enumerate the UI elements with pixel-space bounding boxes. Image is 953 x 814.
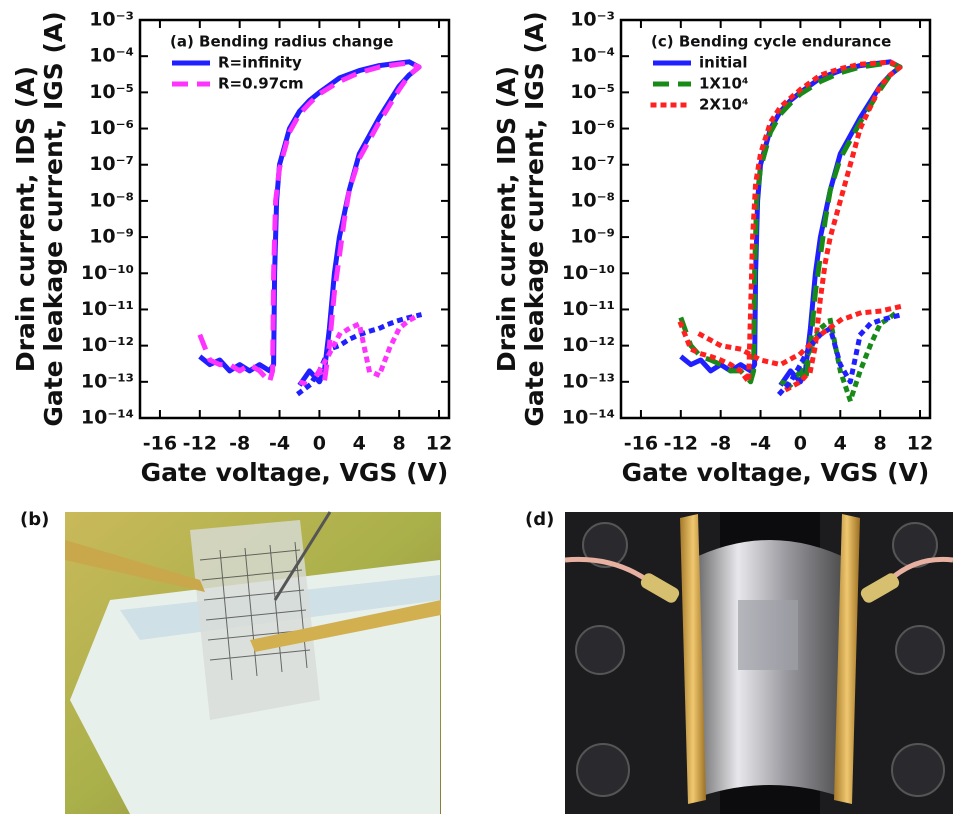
chart: 10⁻¹⁴ 10⁻¹³ 10⁻¹² 10⁻¹¹ 10⁻¹⁰ 10⁻⁹ 10⁻⁸ 10⁻⁷ 10⁻…: [11, 9, 452, 488]
legend-label: initial: [699, 54, 748, 72]
x-tick-label: -8: [229, 433, 250, 455]
y-axis-title: Gate leakage current, IGS (A): [39, 11, 68, 426]
x-tick-label: -4: [269, 433, 290, 455]
series-line: [319, 315, 419, 375]
y-axis-title: Gate leakage current, IGS (A): [520, 11, 549, 426]
y-tick-label: 10⁻⁹: [570, 226, 615, 248]
x-tick-label: 8: [874, 433, 887, 455]
y-tick-label: 10⁻⁶: [89, 117, 134, 139]
y-tick-label: 10⁻¹¹: [562, 298, 615, 320]
y-tick-label: 10⁻⁴: [570, 45, 615, 67]
device-area: [738, 600, 798, 670]
y-tick-label: 10⁻¹³: [81, 370, 134, 392]
y-axis-title: Drain current, IDS (A): [492, 66, 521, 372]
x-tick-label: 4: [353, 433, 366, 455]
y-tick-label: 10⁻⁶: [570, 117, 615, 139]
y-tick-label: 10⁻¹³: [562, 370, 615, 392]
panel-label: (b): [20, 509, 49, 530]
series-group: [200, 62, 419, 393]
y-tick-label: 10⁻¹⁴: [562, 407, 615, 429]
y-tick-label: 10⁻⁵: [89, 81, 134, 103]
y-tick-label: 10⁻⁴: [89, 45, 134, 67]
x-tick-label: 0: [794, 433, 807, 455]
y-tick-label: 10⁻⁹: [89, 226, 134, 248]
photo-b: [65, 512, 441, 814]
y-tick-label: 10⁻¹⁰: [81, 262, 134, 284]
y-tick-label: 10⁻⁸: [570, 189, 615, 211]
y-tick-label: 10⁻¹⁰: [562, 262, 615, 284]
x-tick-label: -12: [664, 433, 698, 455]
y-axis-title: Drain current, IDS (A): [11, 66, 40, 372]
x-tick-label: -16: [143, 433, 177, 455]
x-tick-label: 8: [393, 433, 406, 455]
series-line: [701, 307, 900, 365]
y-tick-label: 10⁻³: [570, 9, 615, 31]
y-tick-label: 10⁻⁷: [570, 153, 615, 175]
legend-title: (c) Bending cycle endurance: [651, 33, 891, 51]
y-tick-label: 10⁻³: [89, 9, 134, 31]
x-tick-label: -8: [710, 433, 731, 455]
y-tick-label: 10⁻¹⁴: [81, 407, 134, 429]
x-tick-label: 0: [313, 433, 326, 455]
y-tick-label: 10⁻⁷: [89, 153, 134, 175]
y-tick-label: 10⁻¹¹: [81, 298, 134, 320]
legend-label: 2X10⁴: [699, 96, 748, 114]
photo-d: [565, 512, 953, 814]
x-tick-label: -4: [750, 433, 771, 455]
x-tick-label: 12: [907, 433, 933, 455]
x-axis-title: Gate voltage, VGS (V): [622, 458, 930, 487]
x-axis-title: Gate voltage, VGS (V): [141, 458, 449, 487]
x-tick-label: -12: [183, 433, 217, 455]
x-tick-label: 4: [834, 433, 847, 455]
series-line: [200, 63, 419, 385]
x-tick-label: -16: [624, 433, 658, 455]
legend-title: (a) Bending radius change: [170, 33, 393, 51]
legend-label: R=0.97cm: [218, 75, 304, 93]
x-tick-label: 12: [426, 433, 452, 455]
figure: (b) (d) 10⁻¹⁴10⁻¹³10⁻¹²10⁻¹¹10⁻¹⁰10⁻⁹10⁻…: [0, 0, 953, 814]
panel-label: (d): [525, 509, 554, 530]
y-tick-label: 10⁻¹²: [81, 334, 134, 356]
y-tick-label: 10⁻¹²: [562, 334, 615, 356]
y-tick-label: 10⁻⁵: [570, 81, 615, 103]
y-tick-label: 10⁻⁸: [89, 189, 134, 211]
legend-label: R=infinity: [218, 54, 302, 72]
chart: 10⁻¹⁴ 10⁻¹³ 10⁻¹² 10⁻¹¹ 10⁻¹⁰ 10⁻⁹ 10⁻⁸ 10⁻⁷ 10⁻…: [492, 9, 933, 488]
legend-label: 1X10⁴: [699, 75, 748, 93]
